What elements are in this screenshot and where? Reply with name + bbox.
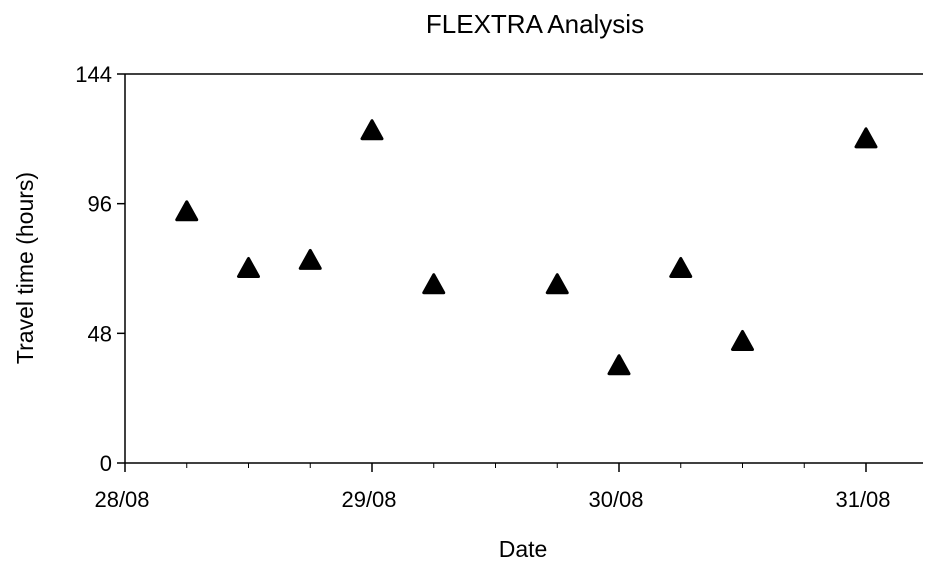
data-point: [298, 248, 322, 270]
x-tick-label: 29/08: [341, 487, 396, 512]
data-point: [854, 127, 878, 149]
data-points: [175, 119, 878, 376]
x-tick-label: 28/08: [94, 487, 149, 512]
x-tick-label: 30/08: [588, 487, 643, 512]
data-point: [731, 329, 754, 351]
data-point: [607, 354, 631, 376]
x-axis-label: Date: [499, 536, 548, 562]
chart-title: FLEXTRA Analysis: [426, 9, 644, 39]
y-axis-ticks: 0 48 96 144: [75, 62, 125, 476]
y-axis-label: Travel time (hours): [12, 172, 38, 364]
data-point: [360, 119, 384, 141]
data-point: [175, 200, 199, 222]
y-tick-label: 144: [75, 62, 112, 87]
y-tick-label: 0: [100, 451, 112, 476]
data-point: [669, 257, 693, 278]
data-point: [237, 257, 260, 278]
data-point: [545, 273, 569, 295]
data-point: [422, 273, 446, 295]
y-tick-label: 48: [88, 321, 112, 346]
x-tick-label: 31/08: [835, 487, 890, 512]
x-axis-ticks: 28/08 29/08 30/08 31/08: [94, 463, 891, 512]
y-tick-label: 96: [88, 192, 112, 217]
